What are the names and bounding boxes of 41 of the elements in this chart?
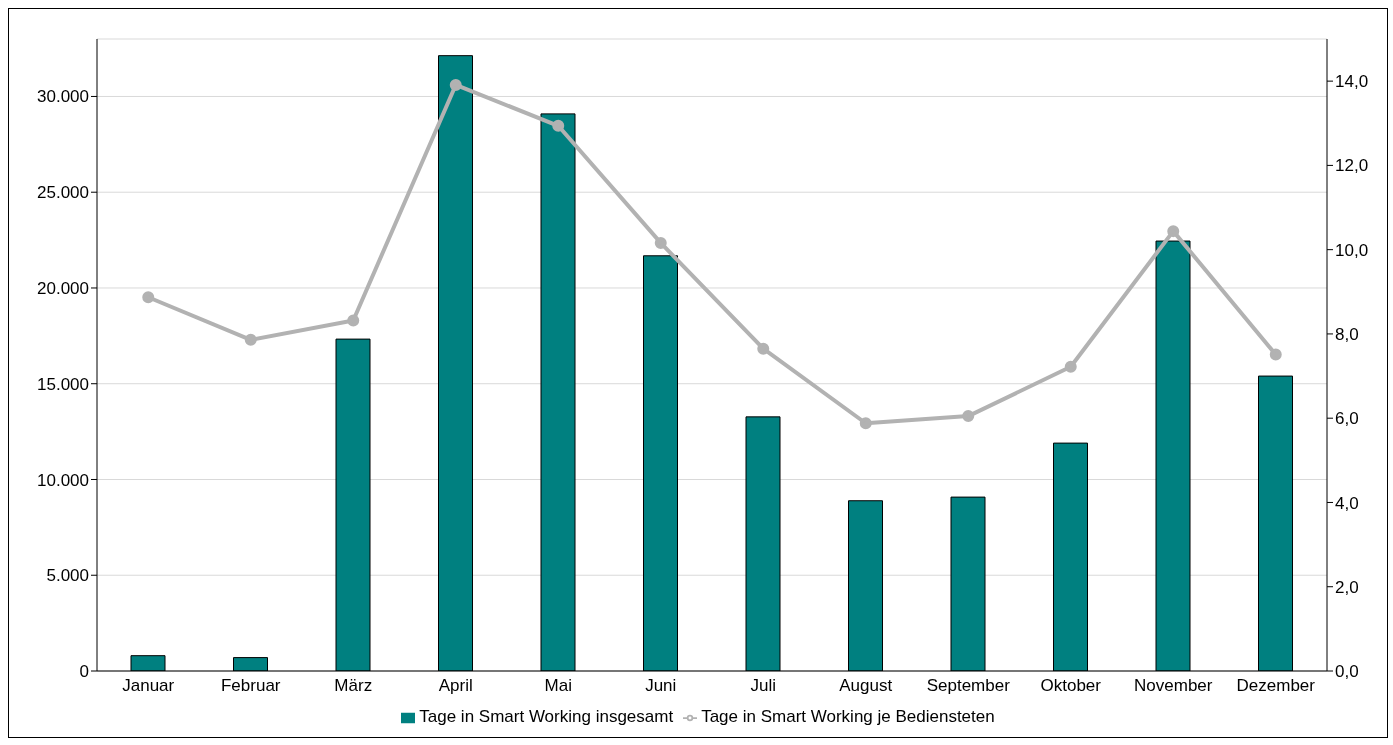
point (142, 291, 155, 304)
x-tick-label: März (334, 676, 373, 696)
x-tick-label: November (1134, 676, 1213, 696)
point (654, 236, 667, 249)
y2-tick-label: 2,0 (1335, 577, 1359, 597)
y2-tick-label: 6,0 (1335, 409, 1359, 429)
x-tick-label: April (438, 676, 473, 696)
y-tick-label: 20.000 (37, 279, 89, 298)
y-tick-label: 25.000 (37, 183, 89, 203)
x-tick-label: Januar (122, 676, 175, 696)
x-tick-label: Oktober (1040, 676, 1102, 696)
x-tick-label: Mai (544, 676, 572, 696)
legend-label: Tage in Smart Working insgesamt (419, 707, 674, 726)
point (962, 410, 975, 423)
x-tick-label: Juli (750, 676, 777, 696)
point (1064, 360, 1077, 373)
y2-tick-label: 4,0 (1335, 493, 1359, 513)
point (244, 333, 257, 346)
y2-tick-label: 8,0 (1335, 324, 1359, 344)
point (1167, 225, 1180, 238)
y-tick-label: 5.000 (46, 566, 89, 586)
point (449, 78, 462, 91)
legend-label: Tage in Smart Working je Bediensteten (701, 707, 995, 726)
x-tick-label: Februar (220, 676, 281, 696)
x-tick-label: August (839, 676, 893, 696)
point (757, 342, 770, 355)
y-tick-label: 0 (79, 662, 89, 682)
y2-tick-label: 10,0 (1335, 240, 1369, 260)
y2-tick-label: 12,0 (1335, 156, 1369, 176)
point (347, 314, 360, 327)
x-tick-label: Juni (645, 676, 677, 696)
x-tick-label: September (926, 676, 1011, 696)
y2-tick-label: 0,0 (1335, 662, 1359, 682)
point (1269, 348, 1282, 361)
y2-tick-label: 14,0 (1335, 72, 1369, 92)
x-tick-label: Dezember (1236, 676, 1316, 696)
y-tick-label: 15.000 (37, 374, 89, 394)
y-tick-label: 30.000 (37, 87, 89, 107)
point (552, 119, 565, 132)
y-tick-label: 10.000 (37, 470, 89, 490)
point (859, 417, 872, 430)
